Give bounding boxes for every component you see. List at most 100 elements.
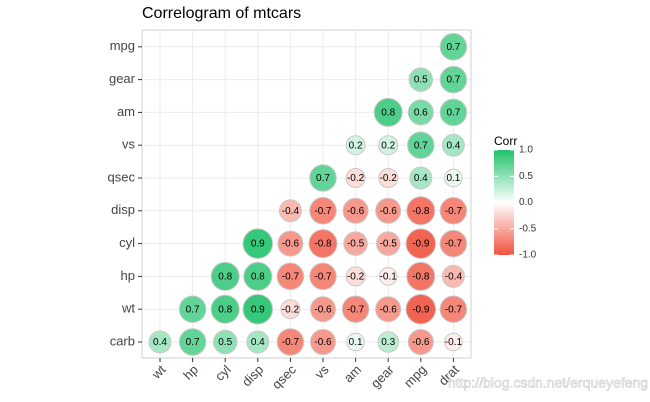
x-tick-label: disp xyxy=(239,362,266,389)
corr-circle xyxy=(406,196,436,226)
value-label: -0.8 xyxy=(412,272,430,283)
value-label: -0.8 xyxy=(314,239,332,250)
value-label: -0.8 xyxy=(412,206,430,217)
y-tick-label: cyl xyxy=(119,235,135,250)
watermark: http://blog.csdn.net/erqueyefeng xyxy=(448,375,648,391)
corr-circle xyxy=(309,262,337,291)
legend-title: Corr xyxy=(494,134,517,148)
value-label: -0.4 xyxy=(445,272,463,283)
corr-circle xyxy=(210,261,240,291)
corr-circle xyxy=(439,98,468,127)
corr-circle xyxy=(439,229,468,258)
x-tick-label: mpg xyxy=(401,362,429,390)
corr-circle xyxy=(342,197,369,224)
value-label: 0.5 xyxy=(218,337,232,348)
x-tick-label: vs xyxy=(312,362,332,382)
value-label: -0.7 xyxy=(314,206,332,217)
corr-circle xyxy=(439,295,468,323)
y-tick-label: disp xyxy=(111,202,135,217)
value-label: 0.2 xyxy=(381,140,395,151)
panel-border xyxy=(141,29,472,359)
value-label: -0.7 xyxy=(314,272,332,283)
corr-circle xyxy=(375,296,402,323)
value-label: 0.5 xyxy=(414,75,428,86)
corr-circle xyxy=(441,264,465,288)
value-label: 0.8 xyxy=(218,304,232,315)
x-tick-label: qsec xyxy=(269,362,299,392)
value-label: -0.7 xyxy=(282,337,300,348)
legend-label: -1.0 xyxy=(519,250,537,261)
legend-label: -0.5 xyxy=(519,223,537,234)
value-label: 0.2 xyxy=(349,140,363,151)
corr-circle xyxy=(375,197,402,224)
value-label: 0.4 xyxy=(446,140,460,151)
corr-circle xyxy=(246,330,270,354)
chart-title: Correlogram of mtcars xyxy=(142,5,301,22)
corr-circle xyxy=(278,199,302,223)
value-label: 0.7 xyxy=(446,42,460,53)
value-label: -0.6 xyxy=(380,304,398,315)
value-label: 0.4 xyxy=(153,337,167,348)
value-label: -0.7 xyxy=(445,304,463,315)
y-tick-label: vs xyxy=(122,137,136,152)
value-label: 0.7 xyxy=(186,304,200,315)
value-label: -0.5 xyxy=(380,239,398,250)
corr-circle xyxy=(343,231,368,256)
value-label: -0.6 xyxy=(282,239,300,250)
value-label: -0.6 xyxy=(380,206,398,217)
corr-circle xyxy=(407,131,435,159)
value-label: 0.4 xyxy=(251,337,265,348)
corr-circle xyxy=(345,266,366,287)
corr-circle xyxy=(276,328,305,356)
y-tick-label: hp xyxy=(121,268,135,283)
corr-circle xyxy=(210,294,240,324)
corr-circle xyxy=(212,329,238,355)
corr-circle xyxy=(408,67,434,92)
x-tick-label: hp xyxy=(180,362,201,383)
corr-circle xyxy=(378,168,399,188)
value-label: 0.9 xyxy=(251,304,265,315)
value-label: -0.7 xyxy=(282,272,300,283)
value-label: 0.1 xyxy=(446,173,460,184)
value-label: 0.7 xyxy=(446,108,460,119)
corr-circle xyxy=(242,228,274,259)
corr-circle xyxy=(280,299,301,320)
x-tick-label: am xyxy=(341,362,364,385)
corr-circle xyxy=(277,230,304,257)
value-label: -0.6 xyxy=(412,337,430,348)
corr-circle xyxy=(407,99,434,126)
corr-circle xyxy=(309,164,337,192)
x-tick-label: gear xyxy=(368,361,397,390)
y-tick-label: wt xyxy=(121,301,135,316)
value-label: 0.3 xyxy=(381,337,395,348)
corr-circle xyxy=(310,296,336,323)
legend-label: 0.5 xyxy=(519,171,533,182)
value-label: -0.2 xyxy=(380,173,398,184)
value-label: -0.2 xyxy=(282,304,300,315)
y-tick-label: mpg xyxy=(110,38,135,53)
value-label: -0.5 xyxy=(347,239,365,250)
value-label: -0.7 xyxy=(347,304,365,315)
corr-circle xyxy=(405,293,437,325)
corr-circle xyxy=(375,231,401,256)
value-label: -0.1 xyxy=(445,337,463,348)
corr-circle xyxy=(178,328,207,356)
value-label: 0.4 xyxy=(414,173,428,184)
y-tick-label: qsec xyxy=(108,169,136,184)
corr-circle xyxy=(444,332,463,352)
colorbar xyxy=(494,150,514,255)
corr-circle xyxy=(409,166,433,190)
legend-label: 1.0 xyxy=(519,145,533,156)
value-label: 0.1 xyxy=(349,337,363,348)
legend-label: 0.0 xyxy=(519,197,533,208)
value-label: 0.8 xyxy=(218,272,232,283)
value-label: 0.6 xyxy=(414,108,428,119)
value-label: 0.7 xyxy=(316,173,330,184)
corr-circle xyxy=(243,261,273,291)
corr-circle xyxy=(148,330,172,354)
value-label: 0.8 xyxy=(381,108,395,119)
corr-circle xyxy=(407,329,434,355)
value-label: 0.7 xyxy=(446,75,460,86)
corr-circle xyxy=(378,267,398,286)
